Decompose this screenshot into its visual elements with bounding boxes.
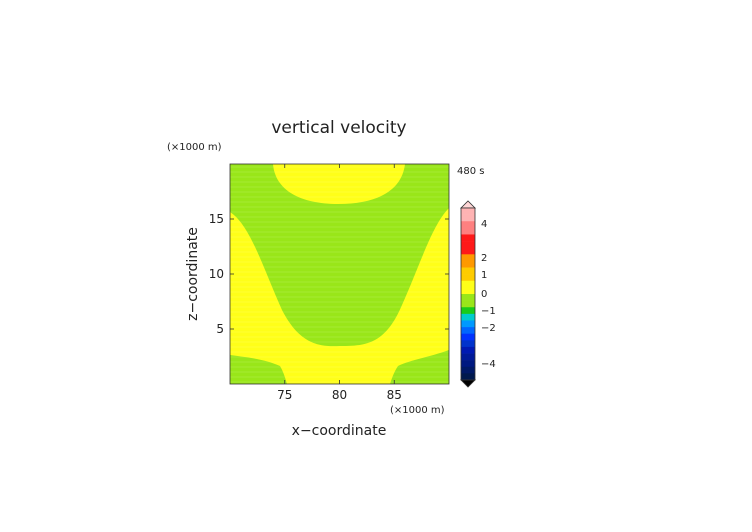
y-axis-unit: (×1000 m) (167, 142, 222, 153)
y-tick-label: 15 (209, 212, 224, 226)
colorbar-swatch (461, 300, 475, 308)
colorbar-swatch (461, 333, 475, 341)
x-tick-label: 75 (277, 388, 292, 402)
colorbar-tick-label: −1 (481, 306, 496, 317)
colorbar-swatch (461, 360, 475, 368)
colorbar-swatch (461, 340, 475, 348)
plot-area (230, 164, 449, 384)
colorbar-tick-label: 4 (481, 219, 487, 230)
colorbar-tick-label: 1 (481, 270, 487, 281)
colorbar-swatch (461, 214, 475, 222)
colorbar-tick-label: −2 (481, 323, 496, 334)
colorbar-swatch (461, 221, 475, 229)
colorbar-swatch (461, 254, 475, 262)
colorbar-swatch (461, 280, 475, 288)
colorbar-swatch (461, 287, 475, 295)
y-tick-label: 10 (209, 267, 224, 281)
colorbar-swatch (461, 260, 475, 268)
x-axis-unit: (×1000 m) (390, 405, 445, 416)
y-axis: 5 10 15 (209, 212, 449, 336)
colorbar-swatch (461, 247, 475, 255)
time-label: 480 s (457, 166, 484, 177)
colorbar-bottom-arrow (460, 379, 476, 388)
colorbar-swatch (461, 320, 475, 328)
colorbar: 4 2 1 0 −1 −2 −4 (460, 200, 496, 388)
x-tick-label: 85 (387, 388, 402, 402)
colorbar-top-arrow (460, 200, 476, 209)
colorbar-swatch (461, 313, 475, 321)
field-region-positive-top (273, 164, 405, 204)
colorbar-swatch (461, 227, 475, 235)
colorbar-swatch (461, 366, 475, 374)
colorbar-swatch (461, 346, 475, 354)
colorbar-swatch (461, 353, 475, 361)
colorbar-swatch (461, 208, 475, 215)
y-tick-label: 5 (216, 322, 224, 336)
colorbar-swatch (461, 373, 475, 381)
colorbar-tick-label: 2 (481, 253, 487, 264)
chart-title: vertical velocity (271, 118, 406, 138)
colorbar-swatch (461, 267, 475, 275)
colorbar-swatch (461, 307, 475, 315)
x-axis: 75 80 85 (277, 164, 402, 402)
colorbar-swatch (461, 327, 475, 334)
colorbar-swatch (461, 234, 475, 242)
field-region-positive-lower (230, 208, 449, 384)
colorbar-swatch (461, 274, 475, 282)
colorbar-frame (460, 207, 476, 381)
colorbar-tick-label: 0 (481, 289, 487, 300)
y-axis-label: z−coordinate (185, 227, 201, 321)
plot-texture (230, 166, 449, 383)
x-axis-label: x−coordinate (292, 423, 387, 439)
x-tick-label: 80 (332, 388, 347, 402)
colorbar-swatch (461, 294, 475, 301)
colorbar-tick-label: −4 (481, 359, 496, 370)
colorbar-swatch (461, 241, 475, 248)
